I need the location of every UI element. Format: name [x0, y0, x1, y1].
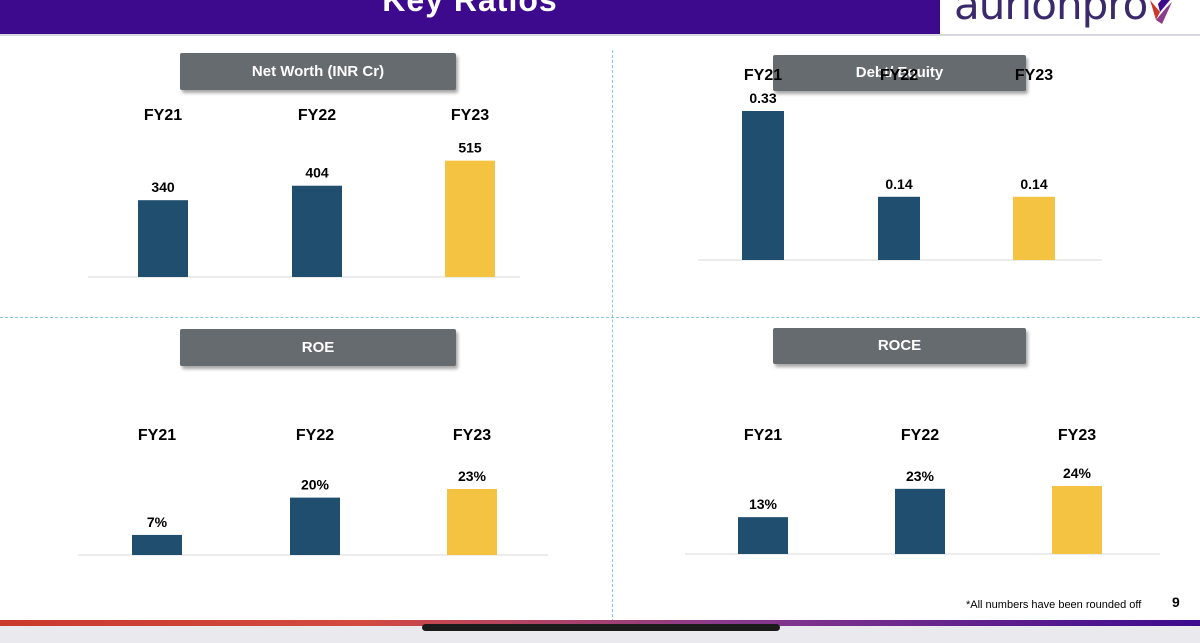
data-label-fy22: 0.14 [885, 176, 912, 192]
category-label-fy21: FY21 [138, 427, 176, 444]
bar-fy21 [138, 200, 188, 277]
logo-mark-icon [1150, 0, 1172, 24]
slide-header: Key Ratios [0, 0, 940, 34]
roce-chart: 13% FY21 23% FY22 24% FY23 [685, 427, 1160, 555]
category-label-fy22: FY22 [901, 427, 939, 444]
bottom-strip [0, 626, 1200, 643]
data-label-fy22: 404 [305, 165, 329, 181]
slide-title: Key Ratios [382, 0, 558, 18]
page-number: 9 [1172, 594, 1180, 610]
roce-title: ROCE [773, 328, 1026, 364]
data-label-fy22: 23% [906, 468, 935, 484]
category-label-fy21: FY21 [744, 427, 782, 444]
data-label-fy21: 13% [749, 496, 778, 512]
data-label-fy23: 515 [458, 140, 482, 156]
data-label-fy21: 7% [147, 514, 168, 530]
bar-fy21 [132, 534, 182, 555]
category-label-fy21: FY21 [744, 67, 782, 84]
category-label-fy21: FY21 [144, 107, 182, 124]
horizontal-divider [0, 317, 1200, 318]
data-label-fy23: 24% [1063, 465, 1092, 481]
bar-fy22 [878, 196, 920, 260]
data-label-fy21: 340 [151, 179, 175, 195]
logo-wordmark: aurionpro [954, 0, 1148, 29]
roe-title: ROE [180, 329, 456, 366]
net-worth-chart: 340 FY21 404 FY22 515 FY23 [88, 107, 520, 278]
data-label-fy23: 23% [458, 468, 487, 484]
data-label-fy21: 0.33 [749, 90, 776, 106]
category-label-fy22: FY22 [298, 107, 336, 124]
bar-fy23 [445, 160, 495, 277]
net-worth-title: Net Worth (INR Cr) [180, 53, 456, 90]
bar-fy21 [742, 111, 784, 260]
vertical-divider [612, 50, 613, 622]
category-label-fy23: FY23 [1058, 427, 1096, 444]
bar-fy22 [292, 185, 342, 277]
category-label-fy23: FY23 [453, 427, 491, 444]
bar-fy22 [895, 488, 945, 554]
scroll-handle[interactable] [422, 624, 780, 631]
category-label-fy23: FY23 [1015, 67, 1053, 84]
bar-fy23 [1052, 486, 1102, 554]
bar-fy23 [447, 489, 497, 555]
bar-fy23 [1013, 196, 1055, 260]
category-label-fy22: FY22 [880, 67, 918, 84]
roe-chart: 7% FY21 20% FY22 23% FY23 [78, 427, 548, 556]
debt-equity-title: Debt/ Equity [773, 55, 1026, 91]
bottom-color-band [0, 620, 1200, 626]
data-label-fy22: 20% [301, 477, 330, 493]
data-label-fy23: 0.14 [1020, 176, 1047, 192]
category-label-fy22: FY22 [296, 427, 334, 444]
header-rule [0, 34, 1200, 36]
category-label-fy23: FY23 [451, 107, 489, 124]
debt-equity-chart: 0.33 FY21 0.14 FY22 0.14 FY23 [698, 67, 1102, 261]
bar-fy21 [738, 517, 788, 554]
rounding-footnote: *All numbers have been rounded off [966, 599, 1142, 611]
bar-fy22 [290, 497, 340, 555]
company-logo: aurionpro [940, 0, 1200, 34]
